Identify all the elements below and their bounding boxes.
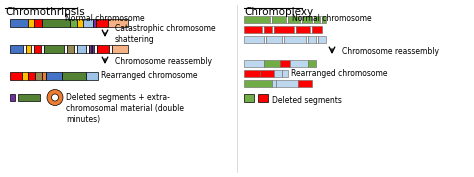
- Bar: [96, 19, 108, 27]
- Bar: [260, 70, 274, 77]
- Bar: [93, 19, 96, 27]
- Bar: [310, 26, 312, 33]
- Bar: [312, 26, 322, 33]
- Bar: [308, 60, 316, 67]
- Bar: [272, 26, 274, 33]
- Bar: [296, 26, 310, 33]
- Bar: [97, 45, 109, 53]
- Bar: [272, 80, 276, 87]
- Bar: [77, 19, 83, 27]
- Bar: [28, 19, 34, 27]
- Bar: [34, 45, 41, 53]
- Bar: [86, 45, 89, 53]
- Bar: [112, 45, 128, 53]
- Bar: [284, 36, 306, 43]
- Bar: [108, 19, 128, 27]
- Bar: [302, 16, 312, 23]
- Bar: [318, 36, 326, 43]
- Bar: [322, 16, 326, 23]
- Bar: [26, 45, 31, 53]
- Bar: [10, 45, 23, 53]
- Text: Rearranged chromosome: Rearranged chromosome: [291, 68, 388, 78]
- Text: Normal chromosome: Normal chromosome: [292, 14, 372, 23]
- Bar: [62, 72, 86, 80]
- Bar: [44, 45, 64, 53]
- Bar: [316, 36, 318, 43]
- Bar: [94, 45, 97, 53]
- Bar: [294, 26, 296, 33]
- Bar: [28, 72, 35, 80]
- Bar: [86, 72, 98, 80]
- Bar: [91, 45, 92, 53]
- Bar: [258, 94, 268, 102]
- Bar: [244, 80, 272, 87]
- Bar: [42, 72, 46, 80]
- Bar: [42, 19, 70, 27]
- Bar: [92, 45, 94, 53]
- Text: Chromosome reassembly: Chromosome reassembly: [115, 56, 212, 65]
- Bar: [64, 45, 67, 53]
- Bar: [10, 72, 22, 80]
- Circle shape: [52, 94, 58, 101]
- Bar: [274, 26, 294, 33]
- Bar: [83, 19, 93, 27]
- Bar: [286, 16, 288, 23]
- Bar: [109, 45, 112, 53]
- Bar: [314, 16, 320, 23]
- Bar: [244, 36, 264, 43]
- Bar: [244, 60, 264, 67]
- Bar: [244, 26, 262, 33]
- Text: Deleted segments + extra-
chromosomal material (double
minutes): Deleted segments + extra- chromosomal ma…: [66, 93, 184, 124]
- Bar: [41, 45, 44, 53]
- Text: Chromothripsis: Chromothripsis: [5, 7, 85, 17]
- Bar: [270, 16, 272, 23]
- Bar: [74, 45, 77, 53]
- Bar: [244, 94, 254, 102]
- Bar: [300, 16, 302, 23]
- Bar: [306, 36, 308, 43]
- Bar: [282, 70, 288, 77]
- Text: Rearranged chromosome: Rearranged chromosome: [101, 72, 198, 81]
- Text: Chromosome reassembly: Chromosome reassembly: [342, 47, 439, 56]
- Bar: [274, 70, 282, 77]
- Bar: [290, 60, 308, 67]
- Bar: [67, 45, 74, 53]
- Bar: [282, 36, 284, 43]
- Bar: [35, 72, 42, 80]
- Bar: [264, 26, 272, 33]
- Text: Chromoplexy: Chromoplexy: [244, 7, 313, 17]
- Bar: [266, 36, 282, 43]
- Bar: [308, 36, 316, 43]
- Bar: [70, 19, 77, 27]
- Bar: [288, 16, 300, 23]
- Bar: [244, 16, 270, 23]
- Bar: [320, 16, 322, 23]
- Bar: [89, 45, 91, 53]
- Bar: [264, 60, 280, 67]
- Bar: [10, 94, 15, 101]
- Bar: [280, 60, 290, 67]
- Bar: [77, 45, 86, 53]
- Bar: [23, 45, 26, 53]
- Bar: [10, 19, 28, 27]
- Text: Normal chromosome: Normal chromosome: [65, 14, 145, 23]
- Bar: [298, 80, 312, 87]
- Bar: [22, 72, 28, 80]
- Circle shape: [47, 90, 63, 105]
- Bar: [276, 80, 298, 87]
- Bar: [46, 72, 62, 80]
- Bar: [31, 45, 34, 53]
- Bar: [264, 36, 266, 43]
- Bar: [18, 94, 40, 101]
- Bar: [272, 16, 286, 23]
- Bar: [262, 26, 264, 33]
- Bar: [312, 16, 314, 23]
- Text: Deleted segments: Deleted segments: [272, 96, 342, 105]
- Bar: [244, 70, 260, 77]
- Text: Catastrophic chromosome
shattering: Catastrophic chromosome shattering: [115, 24, 216, 44]
- Bar: [34, 19, 42, 27]
